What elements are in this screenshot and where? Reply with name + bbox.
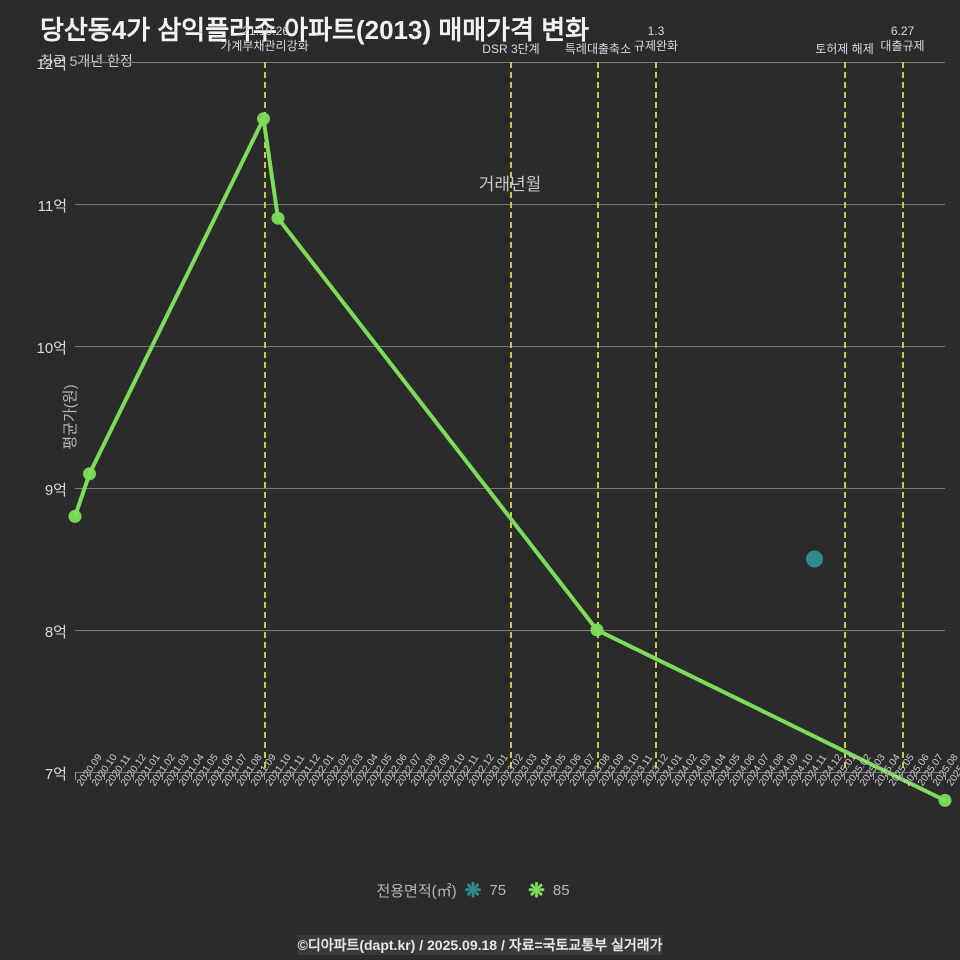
data-point-85[interactable] xyxy=(939,794,951,806)
chart-legend: 전용면적(㎡) ❋ 75 ❋ 85 xyxy=(376,878,583,903)
y-tick-label: 11억 xyxy=(5,195,67,216)
data-point-85[interactable] xyxy=(591,624,603,636)
x-tick xyxy=(699,772,700,780)
data-point-85[interactable] xyxy=(258,113,270,125)
x-tick xyxy=(728,772,729,780)
y-tick-label: 12억 xyxy=(5,53,67,74)
x-tick xyxy=(206,772,207,780)
x-tick xyxy=(293,772,294,780)
y-tick-label: 8억 xyxy=(5,621,67,642)
x-tick xyxy=(119,772,120,780)
plot-svg xyxy=(75,62,945,772)
x-tick xyxy=(902,772,903,780)
x-tick xyxy=(322,772,323,780)
x-tick xyxy=(931,772,932,780)
x-tick xyxy=(757,772,758,780)
x-tick xyxy=(177,772,178,780)
chart-page: 당산동4가 삼익플라주 아파트(2013) 매매가격 변화 최근 5개년 한정 … xyxy=(0,0,960,960)
x-tick xyxy=(554,772,555,780)
data-point-85[interactable] xyxy=(84,468,96,480)
x-tick xyxy=(670,772,671,780)
event-annotation: 특례대출축소 xyxy=(518,42,678,57)
legend-value-75: 75 xyxy=(489,882,506,899)
x-axis-label: 거래년월 xyxy=(479,170,542,195)
x-tick xyxy=(844,772,845,780)
y-tick-label: 9억 xyxy=(5,479,67,500)
legend-title: 전용면적(㎡) xyxy=(376,880,456,901)
legend-value-85: 85 xyxy=(553,882,570,899)
x-tick xyxy=(264,772,265,780)
y-tick-label: 7억 xyxy=(5,763,67,784)
chart-footer: ©디아파트(dapt.kr) / 2025.09.18 / 자료=국토교통부 실… xyxy=(298,935,663,955)
x-tick xyxy=(148,772,149,780)
x-tick xyxy=(525,772,526,780)
x-tick xyxy=(380,772,381,780)
x-tick xyxy=(641,772,642,780)
chart-plot-area: 평균가(원) 7억 8억 9억 10억 11억 12억 '21.10.26 가계부채관리강화… xyxy=(75,62,945,772)
y-tick-label: 10억 xyxy=(5,337,67,358)
x-tick xyxy=(815,772,816,780)
x-tick xyxy=(496,772,497,780)
event-annotation: '21.10.26 가계부채관리강화 xyxy=(185,24,345,54)
xticks-wrap: 2020.09 2020.10 2020.11 2020.12 2021.01 2021.… xyxy=(75,772,945,786)
x-tick xyxy=(409,772,410,780)
x-tick xyxy=(90,772,91,780)
legend-marker-85: ❋ xyxy=(528,878,545,903)
x-tick xyxy=(583,772,584,780)
x-tick xyxy=(351,772,352,780)
x-tick xyxy=(235,772,236,780)
x-tick xyxy=(873,772,874,780)
x-tick xyxy=(612,772,613,780)
x-tick xyxy=(467,772,468,780)
legend-marker-75: ❋ xyxy=(465,878,482,903)
series-line-85 xyxy=(75,119,945,801)
data-point-85[interactable] xyxy=(69,510,81,522)
x-tick xyxy=(786,772,787,780)
data-point-75[interactable] xyxy=(807,551,823,567)
x-tick xyxy=(438,772,439,780)
data-point-85[interactable] xyxy=(272,212,284,224)
event-annotation: 6.27 대출규제 xyxy=(823,24,960,54)
